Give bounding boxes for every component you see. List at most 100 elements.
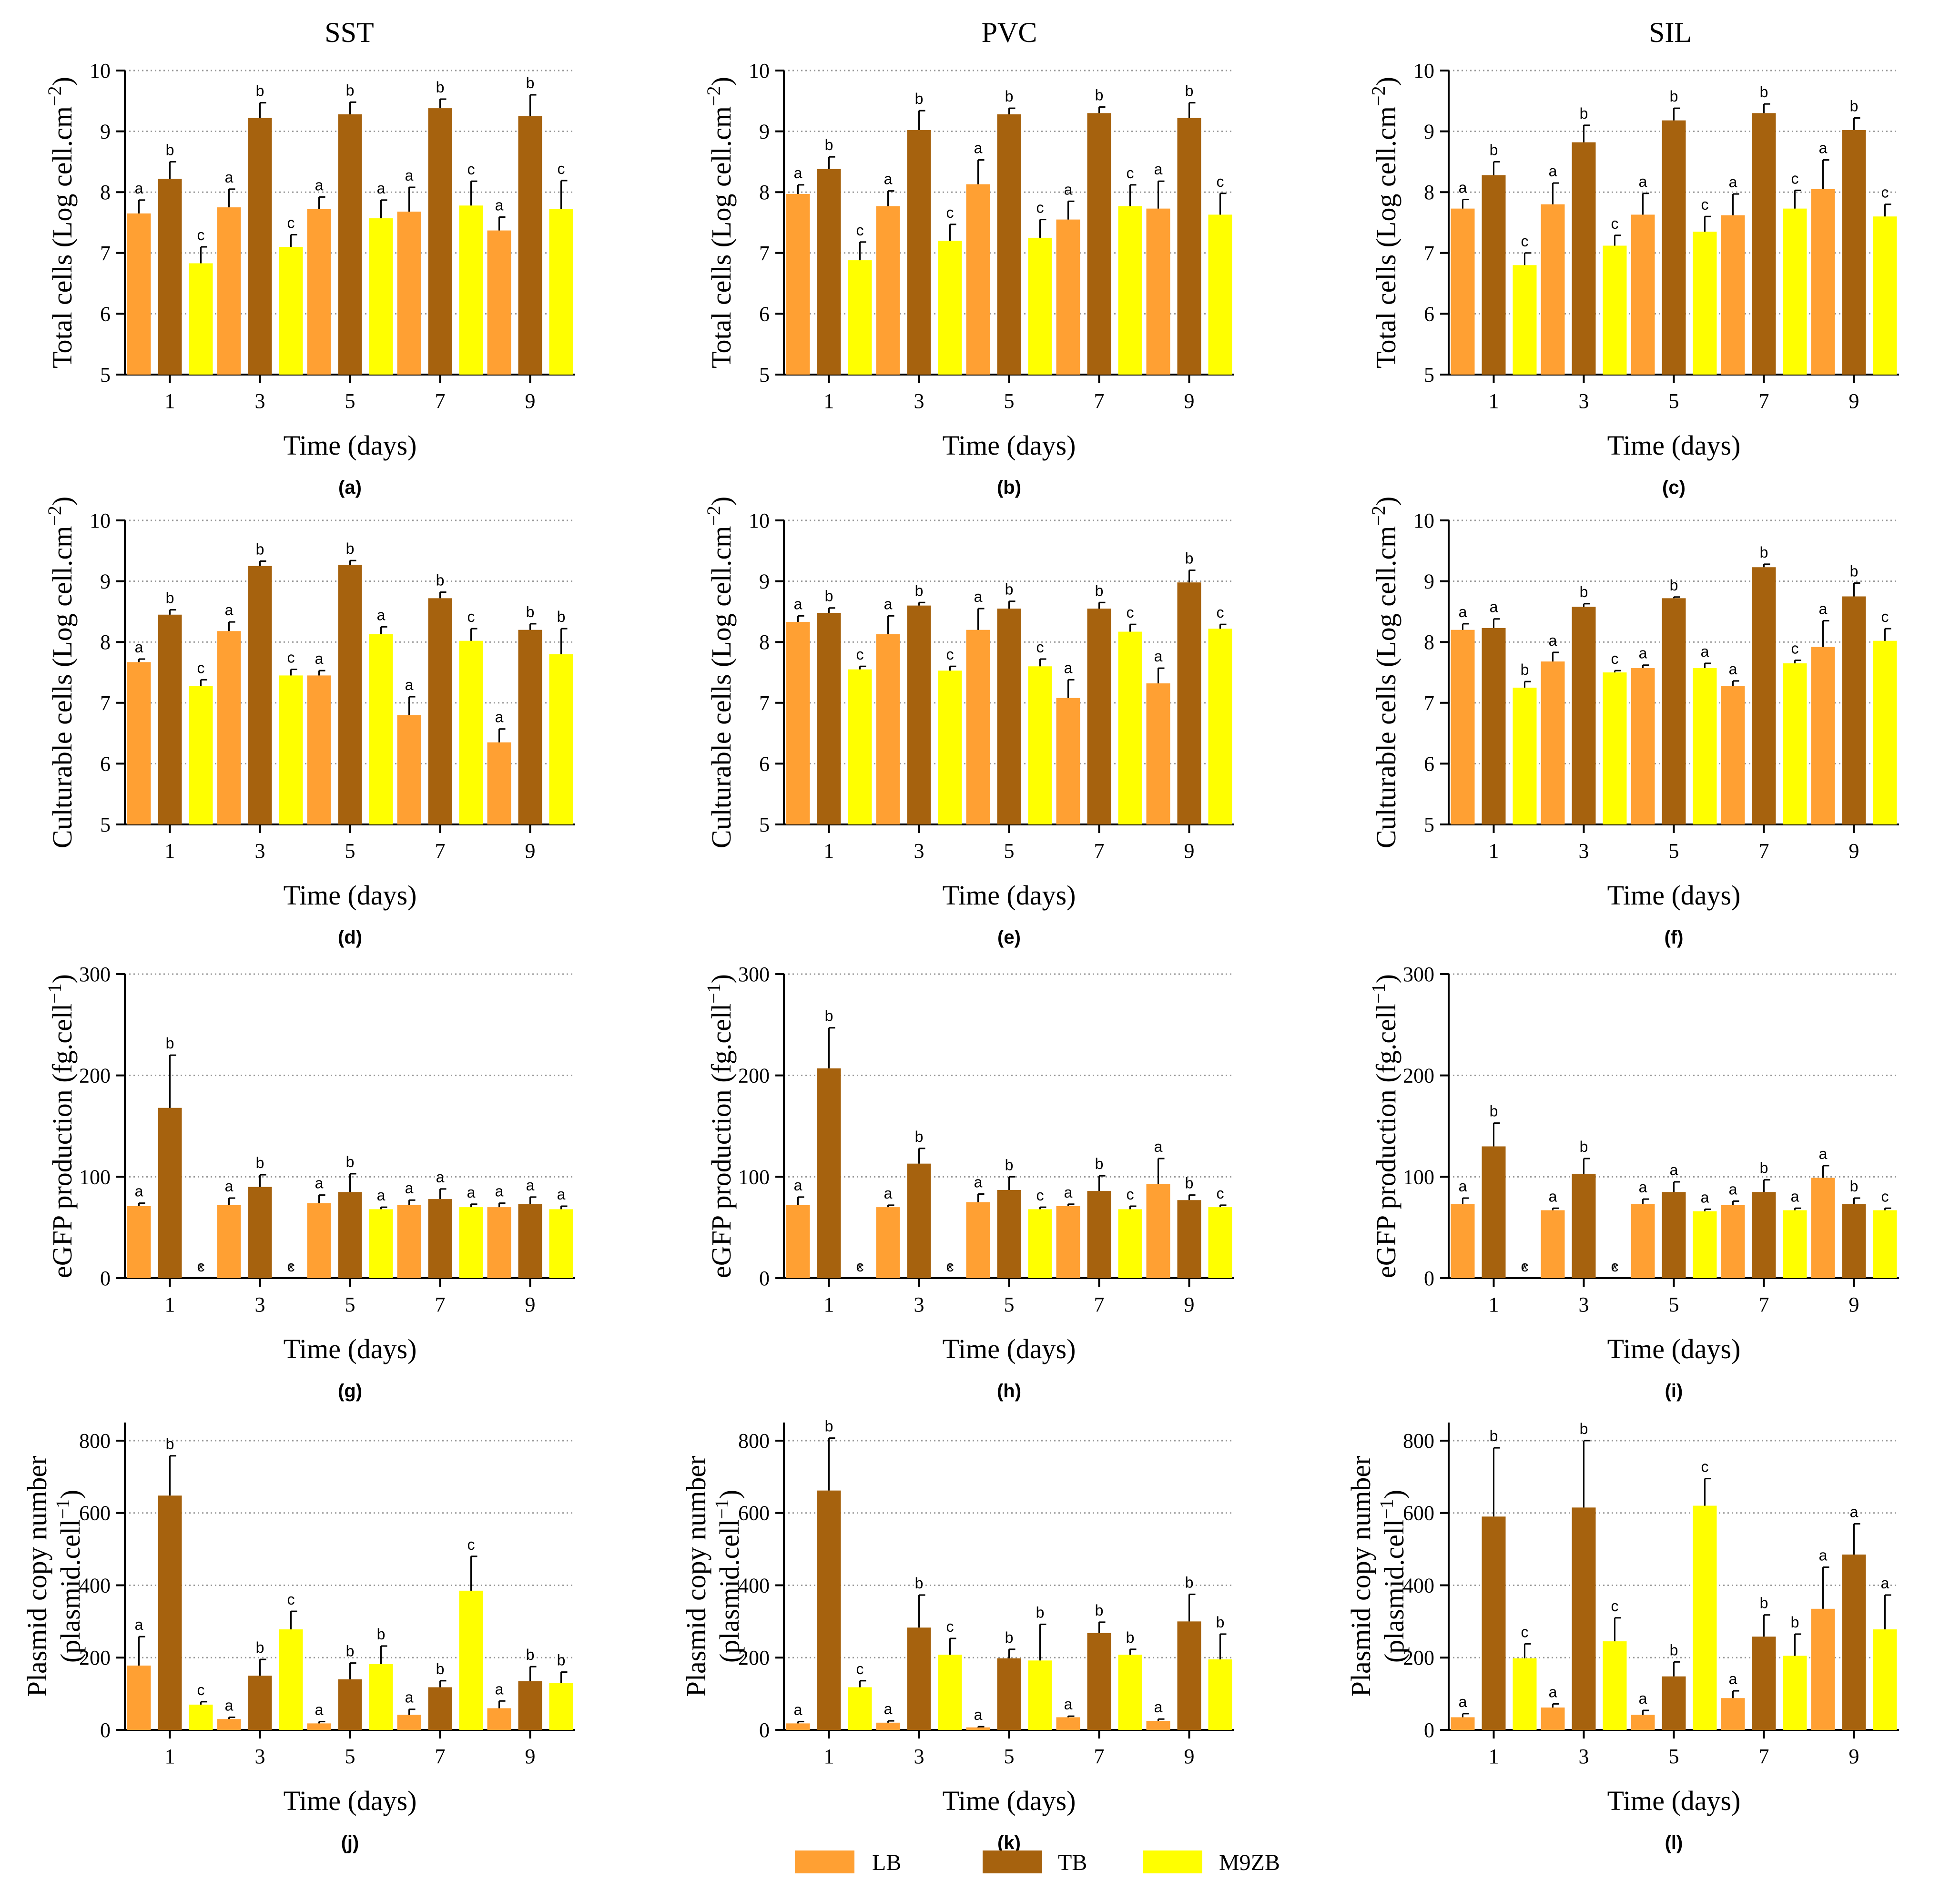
significance-label: c (197, 1258, 205, 1275)
bar-tb (1177, 118, 1201, 375)
significance-label: b (436, 572, 445, 589)
bar-lb (487, 1708, 511, 1730)
significance-label: c (197, 226, 205, 244)
significance-label: a (526, 1177, 535, 1194)
y-tick-label: 10 (1413, 509, 1434, 532)
significance-label: b (1185, 1175, 1194, 1192)
bar-lb (217, 1719, 241, 1730)
bar-lb (127, 1206, 151, 1278)
panel-e: 5 6 7 8 9 10 1 a b c 3 a b c 5 a b c 7 a b c 9 a b c Time (days) Cu… (703, 497, 1234, 948)
significance-label: c (1881, 184, 1889, 201)
x-tick-label: 9 (525, 839, 536, 863)
panel-a: 5 6 7 8 9 10 1 a b c 3 a b c 5 a b a 7 a b c 9 a b c Time (days) To… (44, 59, 575, 498)
bar-lb (307, 209, 331, 375)
significance-label: b (1185, 82, 1194, 100)
significance-label: a (794, 164, 802, 182)
significance-label: b (1126, 1629, 1135, 1646)
y-tick-label: 7 (759, 242, 770, 265)
x-axis-title: Time (days) (284, 430, 417, 461)
bar-tb (1662, 1676, 1686, 1730)
bar-tb (1752, 1192, 1776, 1278)
x-tick-label: 3 (1579, 839, 1589, 863)
significance-label: b (1005, 1629, 1014, 1646)
y-tick-label: 600 (79, 1502, 111, 1525)
significance-label: a (794, 595, 802, 612)
significance-label: b (1095, 87, 1104, 104)
significance-label: c (1127, 164, 1134, 182)
significance-label: b (1490, 141, 1498, 158)
bar-lb (127, 213, 151, 375)
x-tick-label: 5 (1004, 839, 1015, 863)
bar-m9zb (1208, 1659, 1232, 1730)
significance-label: c (1611, 215, 1619, 232)
y-axis-title: Total cells (Log cell.cm−2) (703, 77, 737, 368)
x-tick-label: 5 (345, 1745, 355, 1768)
significance-label: a (1549, 1188, 1557, 1205)
x-tick-label: 1 (824, 1293, 834, 1316)
y-tick-label: 7 (100, 691, 111, 715)
x-tick-label: 7 (435, 1745, 446, 1768)
significance-label: a (467, 1184, 476, 1201)
bar-m9zb (279, 675, 303, 824)
bar-tb (997, 114, 1021, 375)
y-tick-label: 400 (1403, 1574, 1434, 1597)
bar-m9zb (1693, 668, 1717, 824)
significance-label: a (436, 1169, 445, 1186)
y-tick-label: 6 (759, 302, 770, 325)
significance-label: a (377, 1187, 386, 1204)
bar-m9zb (1783, 663, 1807, 824)
significance-label: b (1490, 1427, 1498, 1444)
y-tick-label: 5 (1424, 363, 1434, 386)
legend-swatch-tb (983, 1850, 1042, 1873)
y-tick-label: 200 (738, 1064, 770, 1088)
bar-tb (1572, 1507, 1596, 1730)
bar-tb (1842, 596, 1866, 824)
bar-m9zb (1118, 631, 1142, 824)
significance-label: b (1760, 1159, 1768, 1177)
bar-m9zb (848, 260, 872, 375)
x-tick-label: 3 (1579, 1745, 1589, 1768)
bar-tb (1842, 1204, 1866, 1278)
significance-label: a (1670, 1161, 1678, 1179)
significance-label: a (225, 601, 234, 619)
significance-label: b (1580, 583, 1588, 600)
significance-label: c (558, 160, 565, 177)
bar-m9zb (1118, 206, 1142, 375)
significance-label: c (946, 646, 954, 663)
legend-swatch-m9zb (1143, 1850, 1202, 1873)
panel-caption: (j) (341, 1832, 359, 1853)
significance-label: b (825, 1418, 833, 1435)
bar-lb (1811, 189, 1835, 375)
bar-tb (1752, 567, 1776, 824)
bar-lb (1541, 204, 1565, 375)
bar-lb (1721, 215, 1745, 375)
significance-label: a (1064, 1696, 1073, 1713)
bar-lb (307, 1723, 331, 1730)
y-tick-label: 10 (749, 509, 770, 532)
y-tick-label: 200 (738, 1646, 770, 1669)
significance-label: a (884, 595, 893, 612)
significance-label: c (197, 659, 205, 676)
bar-lb (1451, 208, 1475, 375)
bar-tb (1572, 1173, 1596, 1278)
significance-label: b (1760, 83, 1768, 101)
x-tick-label: 9 (1849, 1293, 1859, 1316)
significance-label: b (346, 1153, 355, 1170)
x-axis-title: Time (days) (1607, 1785, 1741, 1816)
significance-label: a (1459, 603, 1467, 620)
significance-label: b (915, 1575, 924, 1592)
panel-caption: (i) (1665, 1381, 1683, 1402)
bar-lb (397, 1205, 421, 1278)
bar-lb (1056, 219, 1080, 375)
y-axis-title: Culturable cells (Log cell.cm−2) (1368, 497, 1401, 848)
x-tick-label: 1 (165, 839, 175, 863)
significance-label: c (1521, 233, 1529, 250)
bar-tb (518, 1204, 542, 1278)
bar-lb (876, 1207, 900, 1278)
bar-m9zb (1513, 265, 1537, 375)
significance-label: b (1521, 661, 1529, 678)
bar-m9zb (1873, 216, 1897, 375)
y-tick-label: 6 (759, 752, 770, 775)
